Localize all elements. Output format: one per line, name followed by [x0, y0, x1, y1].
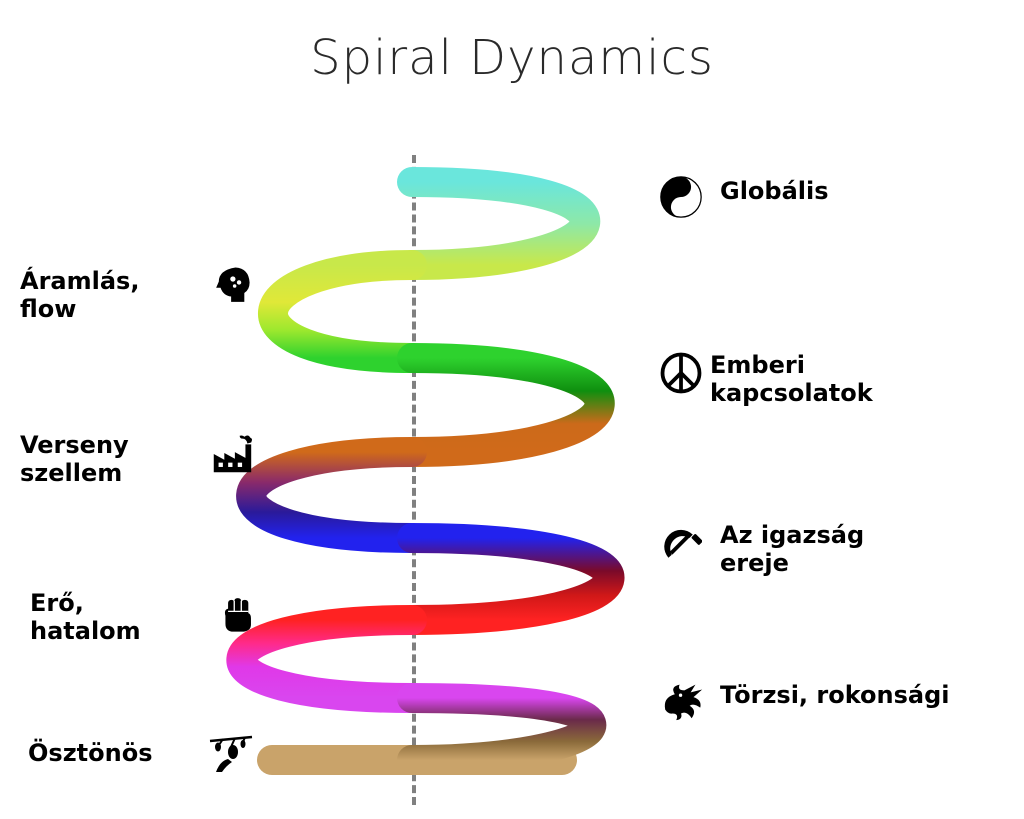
label-compete: Verseny szellem: [20, 432, 129, 487]
label-instinct: Ösztönös: [28, 740, 152, 768]
fist-icon: [214, 592, 258, 636]
label-power: Erő, hatalom: [30, 590, 141, 645]
diagram-stage: Spiral Dynamics GlobálisEmberi kapcsolat…: [0, 0, 1024, 819]
yinyang-icon: [660, 176, 702, 218]
peace-icon: [660, 352, 702, 394]
dragon-icon: [658, 676, 706, 724]
label-global: Globális: [720, 178, 829, 206]
label-human: Emberi kapcsolatok: [710, 352, 873, 407]
label-flow: Áramlás, flow: [20, 268, 139, 323]
label-truth: Az igazság ereje: [720, 522, 864, 577]
label-tribal: Törzsi, rokonsági: [720, 682, 950, 710]
forage-icon: [206, 726, 256, 776]
factory-icon: [208, 430, 256, 478]
hammer-sickle-icon: [660, 522, 702, 564]
head-gears-icon: [210, 264, 254, 308]
